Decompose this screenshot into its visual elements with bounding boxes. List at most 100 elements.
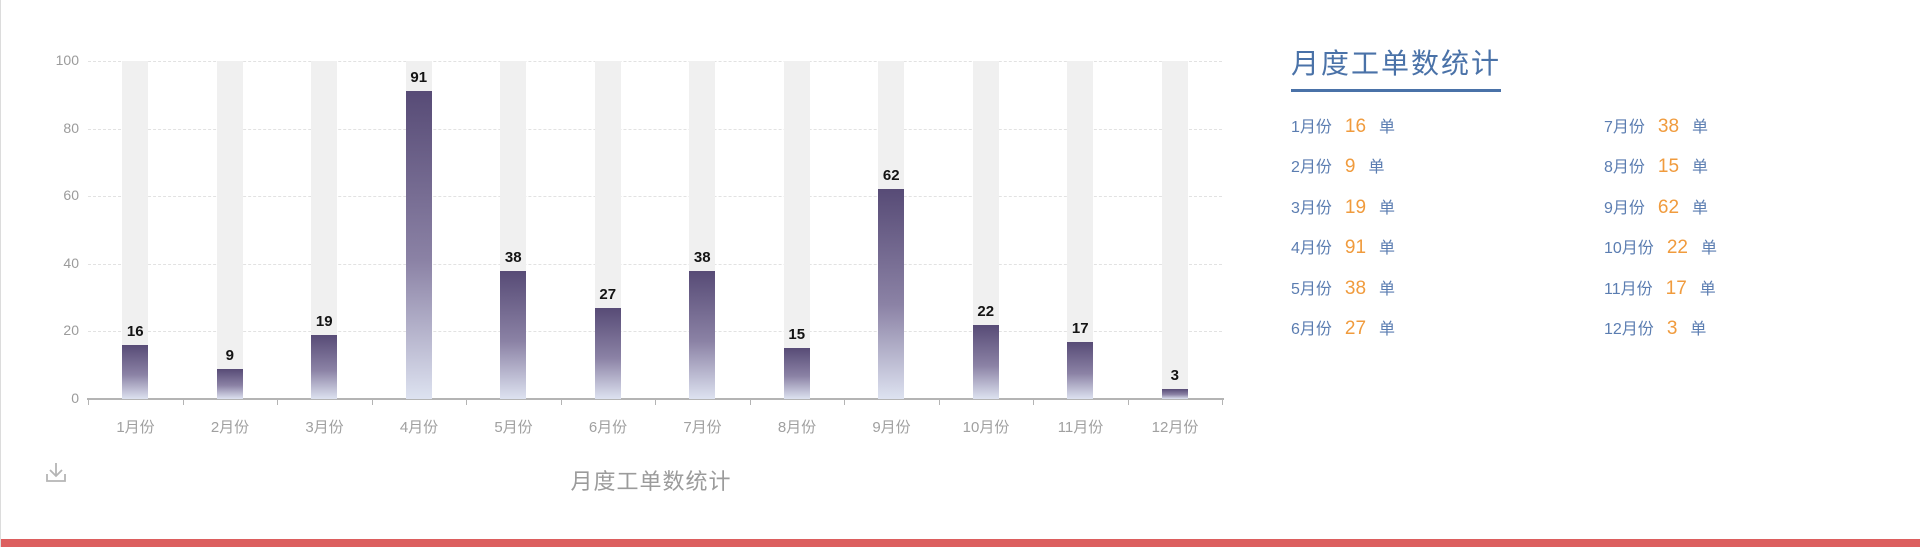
- bar-value-label: 27: [599, 285, 617, 303]
- x-axis-tick: [182, 400, 184, 405]
- bar-value-label: 15: [788, 326, 806, 344]
- x-axis-line: [87, 398, 1224, 400]
- x-axis-category-label: 11月份: [1057, 419, 1104, 436]
- x-axis-tick: [277, 400, 278, 405]
- stat-value: 9: [1344, 156, 1356, 178]
- stat-unit: 单: [1692, 199, 1709, 217]
- x-axis-category-label: 12月份: [1151, 419, 1199, 436]
- bar-5月份[interactable]: [500, 270, 527, 399]
- stat-value: 38: [1657, 116, 1680, 137]
- stat-item-12月份: 12月份 3 单: [1604, 309, 1706, 349]
- stat-month: 4月份: [1291, 240, 1332, 258]
- stat-unit: 单: [1690, 321, 1707, 338]
- bar-value-label: 17: [1071, 319, 1089, 337]
- bar-value-label: 19: [315, 312, 333, 330]
- stat-value: 22: [1666, 237, 1688, 259]
- bar-background-band: [216, 61, 243, 399]
- bar-value-label: 9: [225, 346, 234, 364]
- x-axis-category-label: 10月份: [962, 419, 1010, 436]
- bar-background-band: [1161, 61, 1188, 399]
- stat-item-1月份: 1月份 16 单: [1291, 107, 1395, 147]
- bar-9月份[interactable]: [878, 189, 905, 399]
- bar-background-band: [783, 61, 810, 399]
- stat-month: 9月份: [1604, 199, 1645, 217]
- x-axis-tick: [88, 400, 89, 405]
- x-axis-tick: [1033, 400, 1034, 405]
- x-axis-category-label: 8月份: [777, 419, 817, 436]
- bar-background-band: [122, 61, 149, 399]
- bar-11月份[interactable]: [1067, 341, 1094, 399]
- stat-unit: 单: [1379, 119, 1396, 136]
- bar-2月份[interactable]: [216, 368, 243, 399]
- y-axis-tick-label: 60: [63, 187, 79, 204]
- stat-unit: 单: [1700, 240, 1717, 258]
- stat-value: 17: [1665, 277, 1687, 299]
- bar-3月份[interactable]: [311, 334, 338, 399]
- stat-value: 3: [1666, 318, 1678, 339]
- bar-1月份[interactable]: [122, 344, 149, 399]
- stat-month: 6月份: [1291, 321, 1332, 338]
- stat-item-9月份: 9月份 62 单: [1604, 188, 1708, 228]
- stat-month: 3月份: [1291, 199, 1332, 217]
- bar-6月份[interactable]: [594, 307, 621, 399]
- stat-month: 7月份: [1604, 119, 1645, 136]
- bar-value-label: 62: [882, 167, 900, 185]
- stat-unit: 单: [1692, 159, 1709, 177]
- stat-month: 1月份: [1291, 119, 1332, 136]
- bar-12月份[interactable]: [1161, 388, 1188, 399]
- stat-value: 27: [1344, 318, 1367, 339]
- stat-month: 11月份: [1604, 280, 1653, 298]
- stat-value: 16: [1344, 116, 1367, 137]
- y-axis-tick-label: 100: [55, 52, 79, 68]
- y-axis-tick-label: 20: [63, 322, 79, 339]
- stat-unit: 单: [1379, 240, 1396, 258]
- download-icon[interactable]: [43, 460, 69, 486]
- x-axis-category-label: 2月份: [210, 419, 250, 436]
- stat-month: 5月份: [1291, 280, 1332, 298]
- stat-month: 12月份: [1604, 321, 1654, 338]
- bar-value-label: 91: [410, 69, 428, 87]
- stat-unit: 单: [1379, 280, 1396, 298]
- gridline: [88, 196, 1222, 198]
- bar-8月份[interactable]: [783, 348, 810, 399]
- stat-item-5月份: 5月份 38 单: [1291, 269, 1395, 309]
- x-axis-tick: [938, 400, 940, 405]
- bar-value-label: 38: [693, 248, 711, 266]
- panel-title: 月度工单数统计: [1291, 42, 1502, 92]
- x-axis-category-label: 3月份: [305, 419, 344, 436]
- gridline: [88, 128, 1222, 130]
- stat-unit: 单: [1379, 321, 1396, 338]
- stat-unit: 单: [1699, 280, 1716, 298]
- stat-month: 2月份: [1291, 159, 1332, 177]
- stat-item-8月份: 8月份 15 单: [1604, 147, 1708, 187]
- bar-value-label: 16: [126, 322, 144, 340]
- monthly-workorder-stats-panel: 月度工单数统计 1月份 16 单 2月份 9 单 3月份 19 单 4月份 91 单 5月份 38 单 6月份…: [1291, 0, 1851, 420]
- y-axis-tick-label: 40: [63, 254, 79, 271]
- x-axis-category-label: 6月份: [588, 419, 628, 436]
- stat-value: 15: [1657, 156, 1680, 178]
- y-axis-tick-label: 80: [63, 119, 79, 136]
- stat-month: 8月份: [1604, 159, 1645, 177]
- bar-10月份[interactable]: [972, 324, 999, 399]
- bar-4月份[interactable]: [405, 91, 432, 399]
- bar-value-label: 3: [1170, 366, 1179, 384]
- stat-month: 10月份: [1604, 240, 1654, 258]
- stat-item-7月份: 7月份 38 单: [1604, 107, 1708, 147]
- x-axis-tick: [655, 400, 656, 405]
- x-axis-category-label: 5月份: [494, 419, 533, 436]
- bar-7月份[interactable]: [689, 270, 716, 399]
- stat-unit: 单: [1379, 199, 1396, 217]
- stat-item-2月份: 2月份 9 单: [1291, 147, 1385, 187]
- stat-item-3月份: 3月份 19 单: [1291, 188, 1395, 228]
- x-axis-tick: [466, 400, 467, 405]
- stat-unit: 单: [1692, 119, 1709, 136]
- stat-item-6月份: 6月份 27 单: [1291, 309, 1395, 349]
- x-axis-category-label: 7月份: [683, 419, 722, 436]
- x-axis-category-label: 1月份: [116, 419, 155, 436]
- y-axis-tick-label: 0: [71, 390, 79, 406]
- x-axis-tick: [749, 400, 751, 405]
- bottom-red-strip: [1, 539, 1920, 547]
- x-axis-tick: [560, 400, 562, 405]
- monthly-workorder-bar-chart: 16 9 19 91 38 27 38 15 62 22 17 3 0 20 40 60 80 100 1月份 2…: [1, 0, 1241, 547]
